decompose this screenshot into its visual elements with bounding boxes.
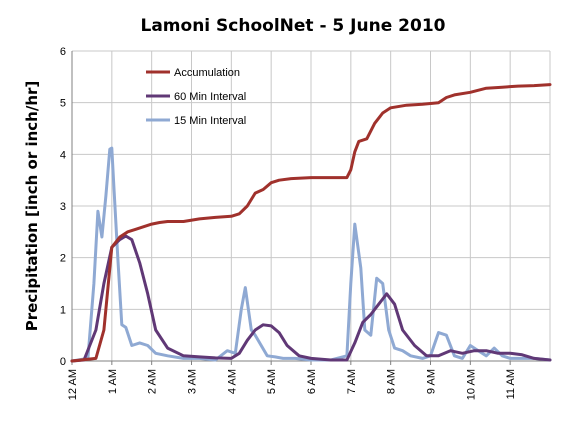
gridlines — [72, 50, 551, 361]
series-line-1 — [70, 234, 552, 363]
y-tick-label: 6 — [60, 46, 66, 58]
x-tick-label: 11 AM — [505, 369, 517, 399]
chart-title: Lamoni SchoolNet - 5 June 2010 — [141, 16, 446, 36]
legend-entry: 15 Min Interval — [174, 115, 246, 127]
legend-entry: 60 Min Interval — [174, 91, 246, 103]
x-tick-label: 10 AM — [465, 369, 477, 400]
data-series — [70, 83, 552, 363]
x-tick-label: 8 AM — [386, 369, 398, 394]
y-tick-label: 3 — [60, 201, 66, 213]
y-tick-labels: 0 1 2 3 4 5 6 — [60, 46, 66, 368]
x-tick-label: 12 AM — [67, 369, 79, 400]
legend-entry: Accumulation — [174, 67, 240, 79]
x-tick-label: 2 AM — [147, 369, 159, 394]
y-tick-label: 0 — [60, 356, 66, 368]
y-tick-label: 5 — [60, 98, 66, 110]
legend: Accumulation 60 Min Interval 15 Min Interv… — [146, 67, 246, 127]
x-tick-label: 6 AM — [306, 369, 318, 394]
x-tick-label: 7 AM — [346, 369, 358, 394]
x-tick-label: 1 AM — [107, 369, 119, 394]
y-axis-label: Precipitation [inch or inch/hr] — [23, 81, 41, 331]
y-tick-label: 1 — [60, 304, 66, 316]
series-line-2 — [70, 146, 552, 363]
x-tick-label: 5 AM — [266, 369, 278, 394]
x-tick-label: 4 AM — [226, 369, 238, 394]
x-tick-label: 3 AM — [187, 369, 199, 394]
x-tick-label: 9 AM — [426, 369, 438, 394]
y-tick-label: 4 — [60, 149, 66, 161]
y-tick-label: 2 — [60, 253, 66, 265]
x-tick-labels: 12 AM 1 AM 2 AM 3 AM 4 AM 5 AM 6 AM 7 AM 8 AM 9 A… — [67, 361, 517, 400]
series-line-0 — [70, 83, 552, 363]
